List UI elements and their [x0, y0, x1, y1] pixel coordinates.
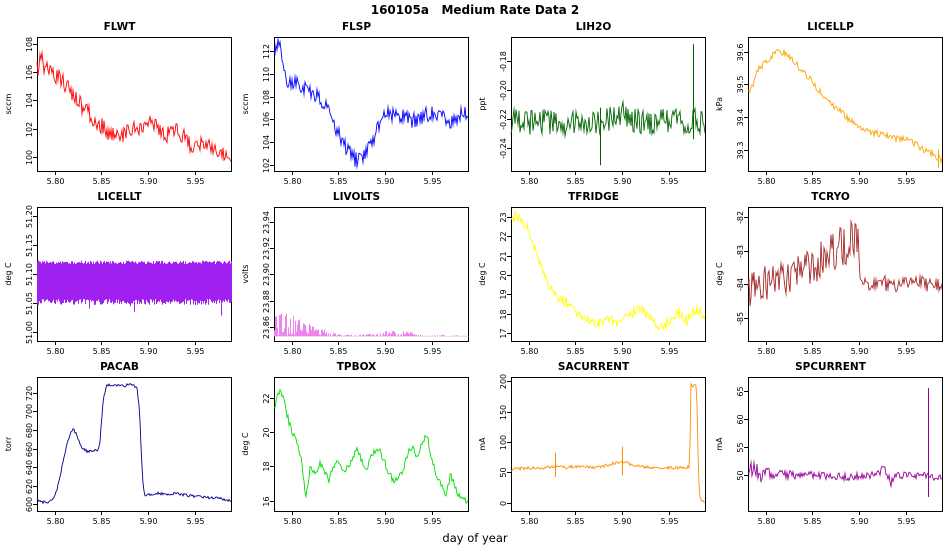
chart-canvas-spcurrent: [712, 374, 949, 528]
chart-canvas-pacab: [1, 374, 238, 528]
chart-panel-pacab: PACAB: [1, 360, 238, 530]
chart-title-livolts: LIVOLTS: [332, 191, 381, 203]
chart-title-licellt: LICELLT: [97, 191, 142, 203]
chart-panel-licellt: LICELLT: [1, 190, 238, 360]
chart-canvas-livolts: [238, 204, 475, 358]
chart-canvas-tcryo: [712, 204, 949, 358]
chart-panel-licellp: LICELLP: [712, 20, 949, 190]
chart-canvas-sacurrent: [475, 374, 712, 528]
chart-title-flwt: FLWT: [103, 21, 136, 33]
charts-grid: FLWT FLSP LIH2O LICELLP LICELLT LIVOLTS TFRIDG…: [1, 20, 949, 530]
chart-canvas-flsp: [238, 34, 475, 188]
chart-title-tpbox: TPBOX: [336, 361, 377, 373]
chart-title-pacab: PACAB: [100, 361, 139, 373]
chart-canvas-tfridge: [475, 204, 712, 358]
page-title: 160105a Medium Rate Data 2: [370, 3, 580, 17]
chart-title-spcurrent: SPCURRENT: [795, 361, 866, 373]
chart-panel-tfridge: TFRIDGE: [475, 190, 712, 360]
chart-title-tfridge: TFRIDGE: [568, 191, 619, 203]
chart-canvas-tpbox: [238, 374, 475, 528]
chart-canvas-lih2o: [475, 34, 712, 188]
chart-title-sacurrent: SACURRENT: [557, 361, 630, 373]
chart-panel-spcurrent: SPCURRENT: [712, 360, 949, 530]
chart-canvas-licellp: [712, 34, 949, 188]
chart-panel-flsp: FLSP: [238, 20, 475, 190]
chart-panel-tpbox: TPBOX: [238, 360, 475, 530]
chart-title-lih2o: LIH2O: [575, 21, 612, 33]
x-axis-label: day of year: [442, 531, 508, 545]
chart-title-licellp: LICELLP: [807, 21, 854, 33]
chart-canvas-flwt: [1, 34, 238, 188]
chart-title-flsp: FLSP: [341, 21, 372, 33]
chart-panel-sacurrent: SACURRENT: [475, 360, 712, 530]
chart-panel-livolts: LIVOLTS: [238, 190, 475, 360]
chart-panel-lih2o: LIH2O: [475, 20, 712, 190]
chart-panel-tcryo: TCRYO: [712, 190, 949, 360]
chart-panel-flwt: FLWT: [1, 20, 238, 190]
chart-title-tcryo: TCRYO: [811, 191, 850, 203]
chart-canvas-licellt: [1, 204, 238, 358]
